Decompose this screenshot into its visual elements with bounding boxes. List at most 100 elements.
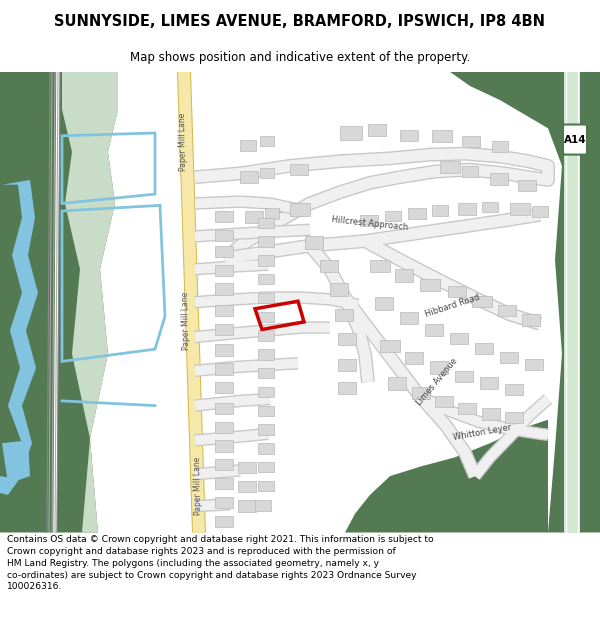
Bar: [258, 255, 274, 266]
Bar: [258, 481, 274, 491]
FancyBboxPatch shape: [563, 124, 587, 154]
Text: SUNNYSIDE, LIMES AVENUE, BRAMFORD, IPSWICH, IP8 4BN: SUNNYSIDE, LIMES AVENUE, BRAMFORD, IPSWI…: [55, 14, 545, 29]
Bar: [215, 344, 233, 356]
Bar: [505, 412, 523, 424]
Polygon shape: [62, 72, 118, 532]
Bar: [510, 204, 530, 215]
Bar: [215, 246, 233, 257]
Bar: [462, 166, 478, 177]
Text: Hillcrest Approach: Hillcrest Approach: [331, 214, 409, 232]
Bar: [258, 292, 274, 303]
Bar: [238, 462, 256, 473]
Bar: [360, 215, 378, 226]
Text: Paper Mill Lane: Paper Mill Lane: [193, 456, 203, 515]
Bar: [440, 161, 460, 173]
Polygon shape: [0, 180, 38, 495]
Polygon shape: [564, 72, 580, 532]
Bar: [532, 206, 548, 217]
Polygon shape: [450, 72, 600, 184]
Text: Paper Mill Lane: Paper Mill Lane: [178, 113, 188, 172]
Text: A14: A14: [563, 134, 586, 144]
Bar: [385, 211, 401, 221]
Bar: [500, 352, 518, 363]
Bar: [258, 424, 274, 435]
Bar: [370, 260, 390, 272]
Bar: [380, 340, 400, 352]
Bar: [430, 361, 448, 374]
Bar: [290, 204, 310, 216]
Bar: [215, 478, 233, 489]
Bar: [498, 305, 516, 316]
Bar: [432, 206, 448, 216]
Bar: [368, 124, 386, 136]
Bar: [425, 324, 443, 336]
Bar: [265, 208, 279, 219]
Bar: [215, 441, 233, 452]
Bar: [525, 359, 543, 370]
Polygon shape: [178, 72, 205, 532]
Bar: [375, 298, 393, 310]
Bar: [435, 396, 453, 408]
Bar: [405, 352, 423, 364]
Bar: [215, 264, 233, 276]
Text: Contains OS data © Crown copyright and database right 2021. This information is : Contains OS data © Crown copyright and d…: [7, 535, 434, 591]
Polygon shape: [345, 420, 548, 532]
Bar: [260, 136, 274, 146]
Bar: [258, 312, 274, 322]
Bar: [492, 141, 508, 152]
Text: Hibbard Road: Hibbard Road: [424, 292, 481, 319]
Bar: [238, 499, 256, 512]
Bar: [472, 296, 492, 307]
Bar: [240, 171, 258, 182]
Bar: [215, 382, 233, 393]
Bar: [408, 208, 426, 219]
Bar: [462, 136, 480, 147]
Bar: [215, 230, 233, 241]
Bar: [258, 217, 274, 228]
Bar: [215, 497, 233, 508]
Text: Limes Avenue: Limes Avenue: [415, 357, 460, 408]
Bar: [215, 402, 233, 414]
Bar: [255, 499, 271, 511]
Bar: [258, 274, 274, 284]
Bar: [245, 211, 263, 223]
Bar: [238, 481, 256, 492]
Bar: [505, 384, 523, 395]
Polygon shape: [2, 441, 30, 484]
Bar: [448, 286, 466, 298]
Bar: [258, 331, 274, 341]
Bar: [258, 462, 274, 472]
Bar: [330, 283, 348, 296]
Bar: [338, 382, 356, 394]
Text: Paper Mill Lane: Paper Mill Lane: [181, 292, 191, 350]
Bar: [215, 363, 233, 374]
Bar: [215, 305, 233, 316]
Polygon shape: [548, 72, 600, 532]
Bar: [475, 342, 493, 354]
Bar: [340, 126, 362, 139]
Bar: [215, 283, 233, 294]
Bar: [215, 459, 233, 471]
Bar: [260, 168, 274, 178]
Bar: [215, 516, 233, 527]
Bar: [258, 406, 274, 416]
Bar: [432, 130, 452, 142]
Bar: [458, 402, 476, 414]
Bar: [522, 314, 540, 326]
Polygon shape: [177, 72, 206, 532]
Bar: [388, 378, 406, 389]
Bar: [450, 333, 468, 344]
Bar: [335, 309, 353, 321]
Bar: [258, 443, 274, 454]
Bar: [400, 130, 418, 141]
Bar: [412, 387, 430, 399]
Bar: [518, 180, 536, 191]
Bar: [482, 202, 498, 212]
Polygon shape: [0, 72, 118, 532]
Bar: [420, 279, 440, 291]
Bar: [258, 387, 274, 397]
Bar: [240, 139, 256, 151]
Bar: [305, 236, 323, 249]
Bar: [258, 349, 274, 359]
Bar: [490, 173, 508, 184]
